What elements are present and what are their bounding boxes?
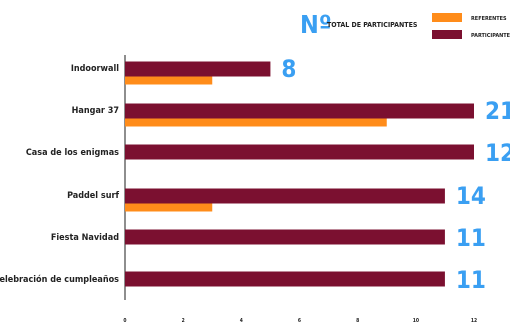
- bar-participantes: [125, 144, 474, 160]
- category-labels: Indoorwall Hangar 37 Casa de los enigmas Pa…: [0, 64, 119, 285]
- total-labels: 8 21 12 14 11 11: [281, 55, 510, 294]
- category-label: Indoorwall: [71, 64, 119, 74]
- header-label: TOTAL DE PARTICIPANTES: [327, 21, 418, 29]
- bar-referentes: [125, 76, 213, 85]
- category-label: Hangar 37: [72, 106, 119, 116]
- bar-referentes: [125, 118, 387, 127]
- legend-swatch-participantes: [432, 30, 462, 39]
- legend: REFERENTES PARTICIPANTES: [432, 13, 510, 39]
- total-label: 8: [281, 55, 296, 83]
- x-tick-labels: 0 2 4 6 8 10 12: [123, 318, 477, 324]
- category-label: Fiesta Navidad: [51, 233, 119, 243]
- total-label: 11: [456, 224, 486, 252]
- x-tick-label: 12: [471, 318, 477, 324]
- x-tick-label: 2: [182, 318, 185, 324]
- category-label: Celebración de cumpleaños: [0, 274, 119, 285]
- total-label: 14: [456, 182, 486, 210]
- number-symbol: Nº: [300, 10, 332, 39]
- x-tick-label: 10: [413, 318, 419, 324]
- total-label: 12: [485, 139, 510, 167]
- bar-participantes: [125, 61, 271, 77]
- x-tick-label: 0: [123, 318, 126, 324]
- category-label: Paddel surf: [67, 191, 119, 201]
- bars: [125, 61, 474, 287]
- legend-label-referentes: REFERENTES: [471, 16, 507, 22]
- chart-header: Nº TOTAL DE PARTICIPANTES: [300, 10, 418, 39]
- x-tick-label: 6: [298, 318, 301, 324]
- legend-swatch-referentes: [432, 13, 462, 22]
- bar-participantes: [125, 271, 445, 287]
- total-label: 21: [485, 97, 510, 125]
- bar-referentes: [125, 203, 213, 212]
- legend-label-participantes: PARTICIPANTES: [471, 33, 510, 39]
- bar-participantes: [125, 103, 474, 119]
- x-tick-label: 8: [356, 318, 359, 324]
- total-label: 11: [456, 266, 486, 294]
- bar-participantes: [125, 229, 445, 245]
- category-label: Casa de los enigmas: [26, 148, 119, 158]
- x-tick-label: 4: [240, 318, 243, 324]
- bar-participantes: [125, 188, 445, 204]
